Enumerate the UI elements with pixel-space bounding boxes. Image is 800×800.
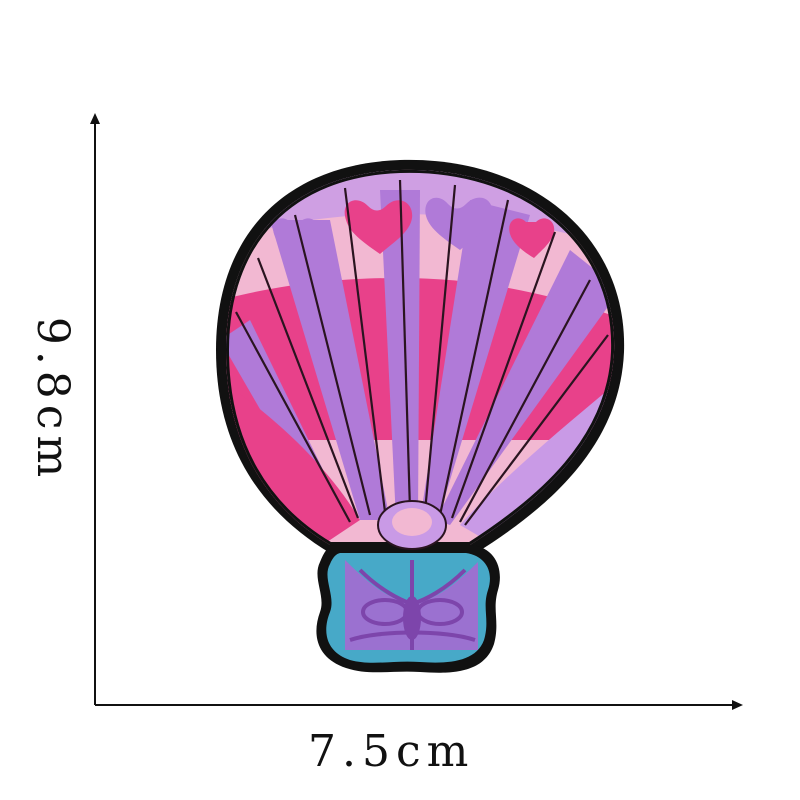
balloon-basket — [326, 553, 490, 663]
width-dimension-label: 7.5cm — [308, 726, 475, 777]
balloon-burner — [377, 500, 447, 550]
dimension-axes — [90, 113, 743, 710]
height-dimension-label: 9.8cm — [27, 316, 78, 484]
